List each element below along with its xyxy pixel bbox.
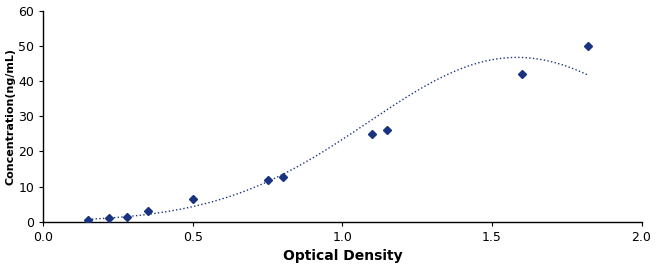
Y-axis label: Concentration(ng/mL): Concentration(ng/mL) <box>5 48 16 185</box>
X-axis label: Optical Density: Optical Density <box>283 249 402 263</box>
